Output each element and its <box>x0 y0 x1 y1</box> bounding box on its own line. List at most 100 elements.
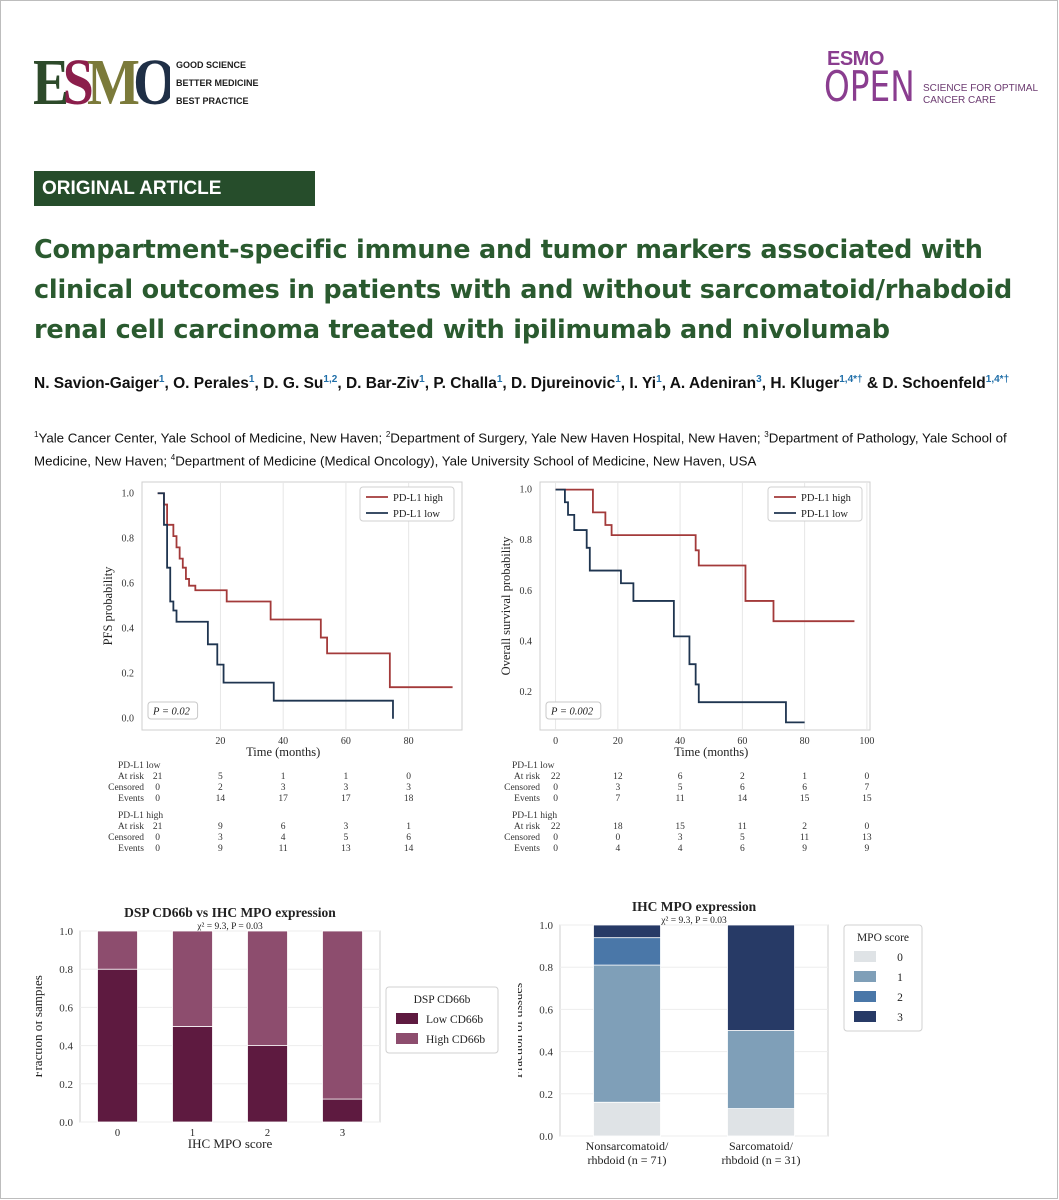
bar-segment <box>97 930 138 970</box>
author-separator: , <box>761 375 771 393</box>
bar-segment <box>172 930 213 1027</box>
affiliations: 1Yale Cancer Center, Yale School of Medi… <box>34 425 1034 472</box>
risk-table-value: 5 <box>344 833 349 843</box>
y-tick-label: 0.4 <box>59 1041 73 1053</box>
chart-title: IHC MPO expression <box>632 899 757 914</box>
y-axis-label: Overall survival probability <box>499 536 513 676</box>
y-axis-label: Fraction of tissues <box>518 983 525 1078</box>
y-tick-label: 0.4 <box>122 624 135 635</box>
author-name: D. G. Su <box>263 375 324 393</box>
author-affiliation-ref[interactable]: 1 <box>248 374 255 385</box>
risk-table-value: 1 <box>281 772 286 782</box>
y-tick-label: 0.0 <box>122 714 135 725</box>
plot-frame <box>539 481 871 731</box>
section-label: ORIGINAL ARTICLE <box>34 171 315 206</box>
y-tick-label: 0.6 <box>59 1002 73 1014</box>
risk-table-value: 0 <box>553 833 558 843</box>
bar-segment <box>593 1101 661 1137</box>
author-name: H. Kluger <box>770 375 840 393</box>
bar-segment <box>593 964 661 1103</box>
x-tick-label: 60 <box>341 736 351 747</box>
author-name: D. Bar-Ziv <box>345 375 420 393</box>
x-tick-label: 40 <box>675 736 685 747</box>
y-tick-label: 1.0 <box>59 926 73 938</box>
author-affiliation-ref[interactable]: 1 <box>158 374 165 385</box>
author-affiliation-ref[interactable]: 1,4*† <box>839 374 863 385</box>
risk-table-value: 12 <box>613 772 623 782</box>
risk-table-value: 18 <box>404 794 414 804</box>
x-tick-label: 20 <box>613 736 623 747</box>
risk-table-value: 7 <box>865 783 870 793</box>
risk-table-value: 0 <box>406 772 411 782</box>
y-tick-label: 0.2 <box>59 1079 73 1091</box>
author-name: O. Perales <box>173 375 249 393</box>
risk-table-value: 14 <box>216 794 226 804</box>
affiliation-text: Department of Pathology, Yale School of … <box>34 430 1007 469</box>
x-tick-label: 3 <box>340 1128 345 1139</box>
risk-table-row-label: Censored <box>504 833 540 843</box>
risk-table-value: 9 <box>218 822 223 832</box>
journal-tagline-line: CANCER CARE <box>923 95 996 106</box>
chart-subtitle: χ² = 9.3, P = 0.03 <box>660 916 727 926</box>
author-affiliation-ref[interactable]: 3 <box>756 374 762 385</box>
bar-segment <box>247 1045 288 1123</box>
risk-table-value: 7 <box>615 794 620 804</box>
risk-table-value: 3 <box>344 822 349 832</box>
cd66b-mpo-bar-chart: 0.0 0.2 0.4 0.6 0.8 1.0 DSP CD66b vs IHC MPO e… <box>36 905 499 1151</box>
y-tick-label: 0.6 <box>520 586 533 597</box>
affiliation-text: Department of Medicine (Medical Oncology… <box>175 453 757 469</box>
esmo-tagline-line: BEST PRACTICE <box>176 96 249 106</box>
bar-segment <box>727 1108 795 1137</box>
risk-table-value: 0 <box>155 794 160 804</box>
risk-table-group: PD-L1 high <box>118 811 163 821</box>
risk-table-value: 6 <box>740 783 745 793</box>
author-separator: , <box>254 375 264 393</box>
risk-table-value: 0 <box>615 833 620 843</box>
bar-segment <box>727 924 795 1031</box>
risk-table-row-label: Censored <box>108 783 144 793</box>
risk-table-value: 0 <box>155 833 160 843</box>
risk-table-value: 0 <box>865 822 870 832</box>
risk-table-value: 14 <box>404 844 414 854</box>
bar-segment <box>593 924 661 939</box>
risk-table-value: 0 <box>553 783 558 793</box>
x-tick-label: Nonsarcomatoid/ <box>586 1139 669 1153</box>
risk-table-value: 6 <box>678 772 683 782</box>
risk-table-row-label: Censored <box>108 833 144 843</box>
author-affiliation-ref[interactable]: 1 <box>656 374 662 385</box>
risk-table-value: 0 <box>553 844 558 854</box>
x-tick-label: 100 <box>859 736 874 747</box>
mpo-expression-bar-chart: 0.0 0.2 0.4 0.6 0.8 1.0 IHC MPO expression χ² =… <box>518 899 923 1167</box>
author-affiliation-ref[interactable]: 1 <box>496 374 503 385</box>
x-tick-label: 80 <box>800 736 810 747</box>
legend-label: 1 <box>897 972 903 984</box>
bar-segment <box>727 1030 795 1109</box>
legend-title: MPO score <box>857 932 909 944</box>
x-axis-label: IHC MPO score <box>188 1136 273 1151</box>
risk-table-value: 18 <box>613 822 623 832</box>
x-tick-label: 0 <box>553 736 558 747</box>
risk-table-row-label: Events <box>514 844 540 854</box>
author-affiliation-ref[interactable]: 1,2 <box>323 374 338 385</box>
p-value-annotation: P = 0.02 <box>152 707 191 718</box>
author-affiliation-ref[interactable]: 1 <box>419 374 425 385</box>
journal-tagline-line: SCIENCE FOR OPTIMAL <box>923 83 1039 94</box>
x-axis-label: Time (months) <box>674 745 748 759</box>
legend-swatch <box>854 971 876 982</box>
author-affiliation-ref[interactable]: 1,4*† <box>985 374 1010 385</box>
article-title: Compartment-specific immune and tumor ma… <box>34 235 1013 345</box>
author-affiliation-ref[interactable]: 1 <box>615 374 621 385</box>
author-separator: , <box>502 375 511 393</box>
affiliation-number: 4 <box>170 453 176 463</box>
y-tick-label: 0.4 <box>520 636 533 647</box>
risk-table-value: 5 <box>218 772 223 782</box>
y-axis-label: Fraction of samples <box>36 975 45 1078</box>
esmo-tagline-line: BETTER MEDICINE <box>176 78 259 88</box>
risk-table-value: 13 <box>341 844 351 854</box>
x-tick-label: 80 <box>404 736 414 747</box>
y-tick-label: 1.0 <box>122 488 135 499</box>
risk-table-value: 2 <box>802 822 807 832</box>
p-value-box <box>147 701 199 720</box>
esmo-logo: ESMO <box>34 50 170 106</box>
